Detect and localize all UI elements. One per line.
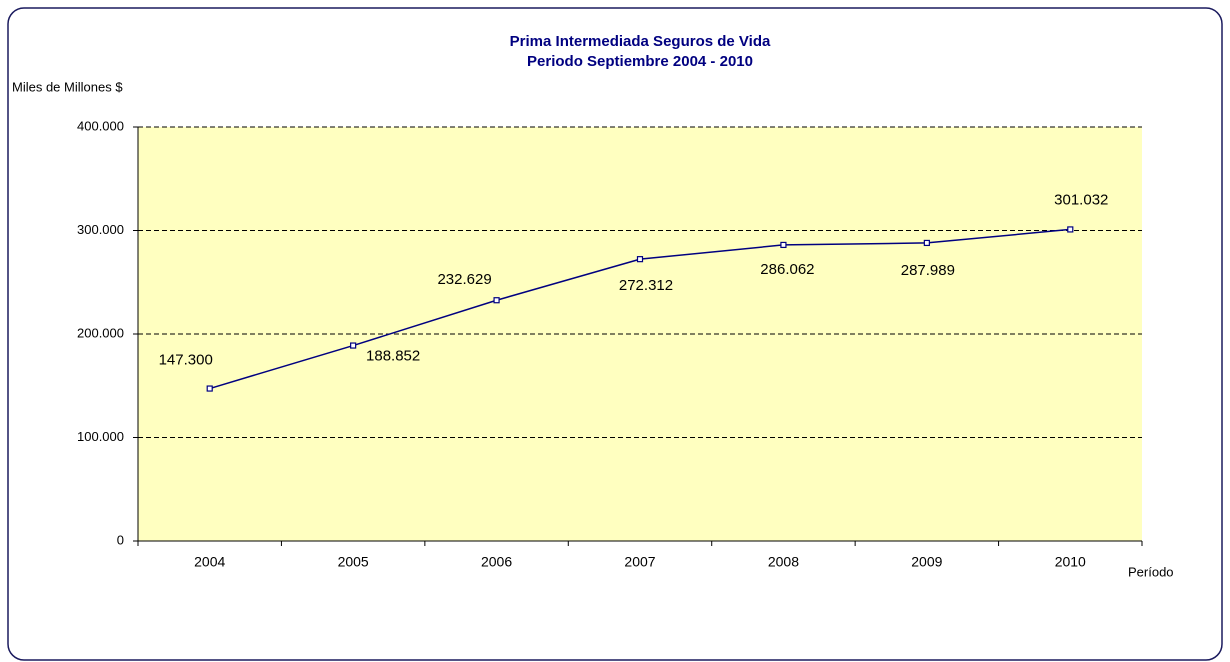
point-marker [206, 385, 213, 392]
x-tick-label: 2009 [911, 554, 942, 570]
x-tick-label: 2005 [338, 554, 369, 570]
y-tick-label: 100.000 [77, 429, 124, 444]
data-label: 272.312 [619, 277, 673, 294]
data-label: 147.300 [159, 352, 213, 369]
data-label: 188.852 [366, 348, 420, 365]
point-marker [780, 241, 787, 249]
x-tick-label: 2007 [624, 554, 655, 570]
x-tick-label: 2004 [194, 554, 225, 570]
plot-area [138, 127, 1142, 541]
x-tick-label: 2010 [1055, 554, 1086, 570]
x-tick-label: 2006 [481, 554, 512, 570]
data-label: 301.032 [1054, 191, 1108, 208]
point-marker [923, 239, 930, 247]
point-marker [350, 342, 357, 349]
point-marker [493, 297, 500, 304]
point-marker [636, 256, 644, 263]
y-tick-label: 200.000 [77, 325, 124, 340]
data-label: 232.629 [437, 271, 491, 288]
y-tick-label: 0 [117, 532, 124, 547]
chart-subtitle: Periodo Septiembre 2004 - 2010 [527, 53, 753, 70]
chart-title: Prima Intermediada Seguros de Vida [510, 33, 771, 50]
x-axis-title: Período [1128, 564, 1174, 579]
point-marker [1067, 226, 1074, 233]
data-label: 286.062 [760, 261, 814, 278]
x-tick-label: 2008 [768, 554, 799, 570]
y-tick-label: 400.000 [77, 118, 124, 133]
y-tick-label: 300.000 [77, 222, 124, 237]
y-axis-title: Miles de Millones $ [12, 79, 123, 94]
data-label: 287.989 [901, 262, 955, 279]
